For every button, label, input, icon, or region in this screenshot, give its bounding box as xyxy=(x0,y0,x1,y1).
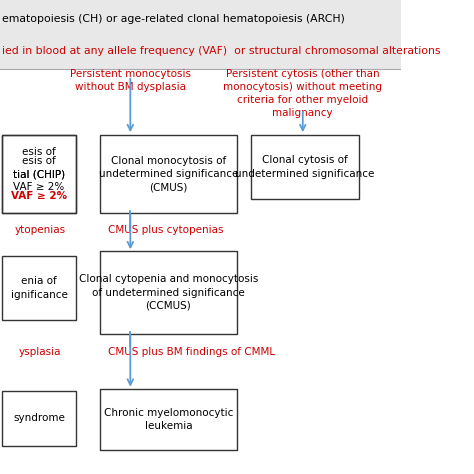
Text: CMUS plus cytopenias: CMUS plus cytopenias xyxy=(108,225,224,235)
Text: Persistent cytosis (other than
monocytosis) without meeting
criteria for other m: Persistent cytosis (other than monocytos… xyxy=(223,69,382,118)
Text: esis of: esis of xyxy=(22,147,56,157)
FancyBboxPatch shape xyxy=(2,135,76,213)
Bar xyxy=(0,0,401,69)
Text: ematopoiesis (CH) or age-related clonal hematopoiesis (ARCH): ematopoiesis (CH) or age-related clonal … xyxy=(2,14,345,24)
Text: ied in blood at any allele frequency (VAF)  or structural chromosomal alteration: ied in blood at any allele frequency (VA… xyxy=(2,46,440,56)
Text: Clonal cytopenia and monocytosis
of undetermined significance
(CCMUS): Clonal cytopenia and monocytosis of unde… xyxy=(79,274,258,311)
FancyBboxPatch shape xyxy=(251,135,359,199)
Text: syndrome: syndrome xyxy=(13,413,65,423)
Text: tial (CHIP): tial (CHIP) xyxy=(13,169,65,179)
Text: ytopenias: ytopenias xyxy=(15,225,66,235)
FancyBboxPatch shape xyxy=(100,135,237,213)
FancyBboxPatch shape xyxy=(2,391,76,446)
Text: esis of
tial (CHIP)
VAF ≥ 2%: esis of tial (CHIP) VAF ≥ 2% xyxy=(13,156,65,192)
Text: Chronic myelomonocytic
leukemia: Chronic myelomonocytic leukemia xyxy=(104,408,233,431)
Text: Clonal cytosis of
undetermined significance: Clonal cytosis of undetermined significa… xyxy=(235,155,374,179)
Text: Clonal monocytosis of
undetermined significance
(CMUS): Clonal monocytosis of undetermined signi… xyxy=(99,156,238,192)
Text: VAF ≥ 2%: VAF ≥ 2% xyxy=(11,191,67,201)
Text: CMUS plus BM findings of CMML: CMUS plus BM findings of CMML xyxy=(108,347,275,357)
Text: Persistent monocytosis
without BM dysplasia: Persistent monocytosis without BM dyspla… xyxy=(70,69,191,92)
Text: ysplasia: ysplasia xyxy=(19,347,61,357)
Text: enia of
ignificance: enia of ignificance xyxy=(10,276,67,300)
FancyBboxPatch shape xyxy=(100,251,237,334)
FancyBboxPatch shape xyxy=(100,389,237,450)
FancyBboxPatch shape xyxy=(2,256,76,320)
